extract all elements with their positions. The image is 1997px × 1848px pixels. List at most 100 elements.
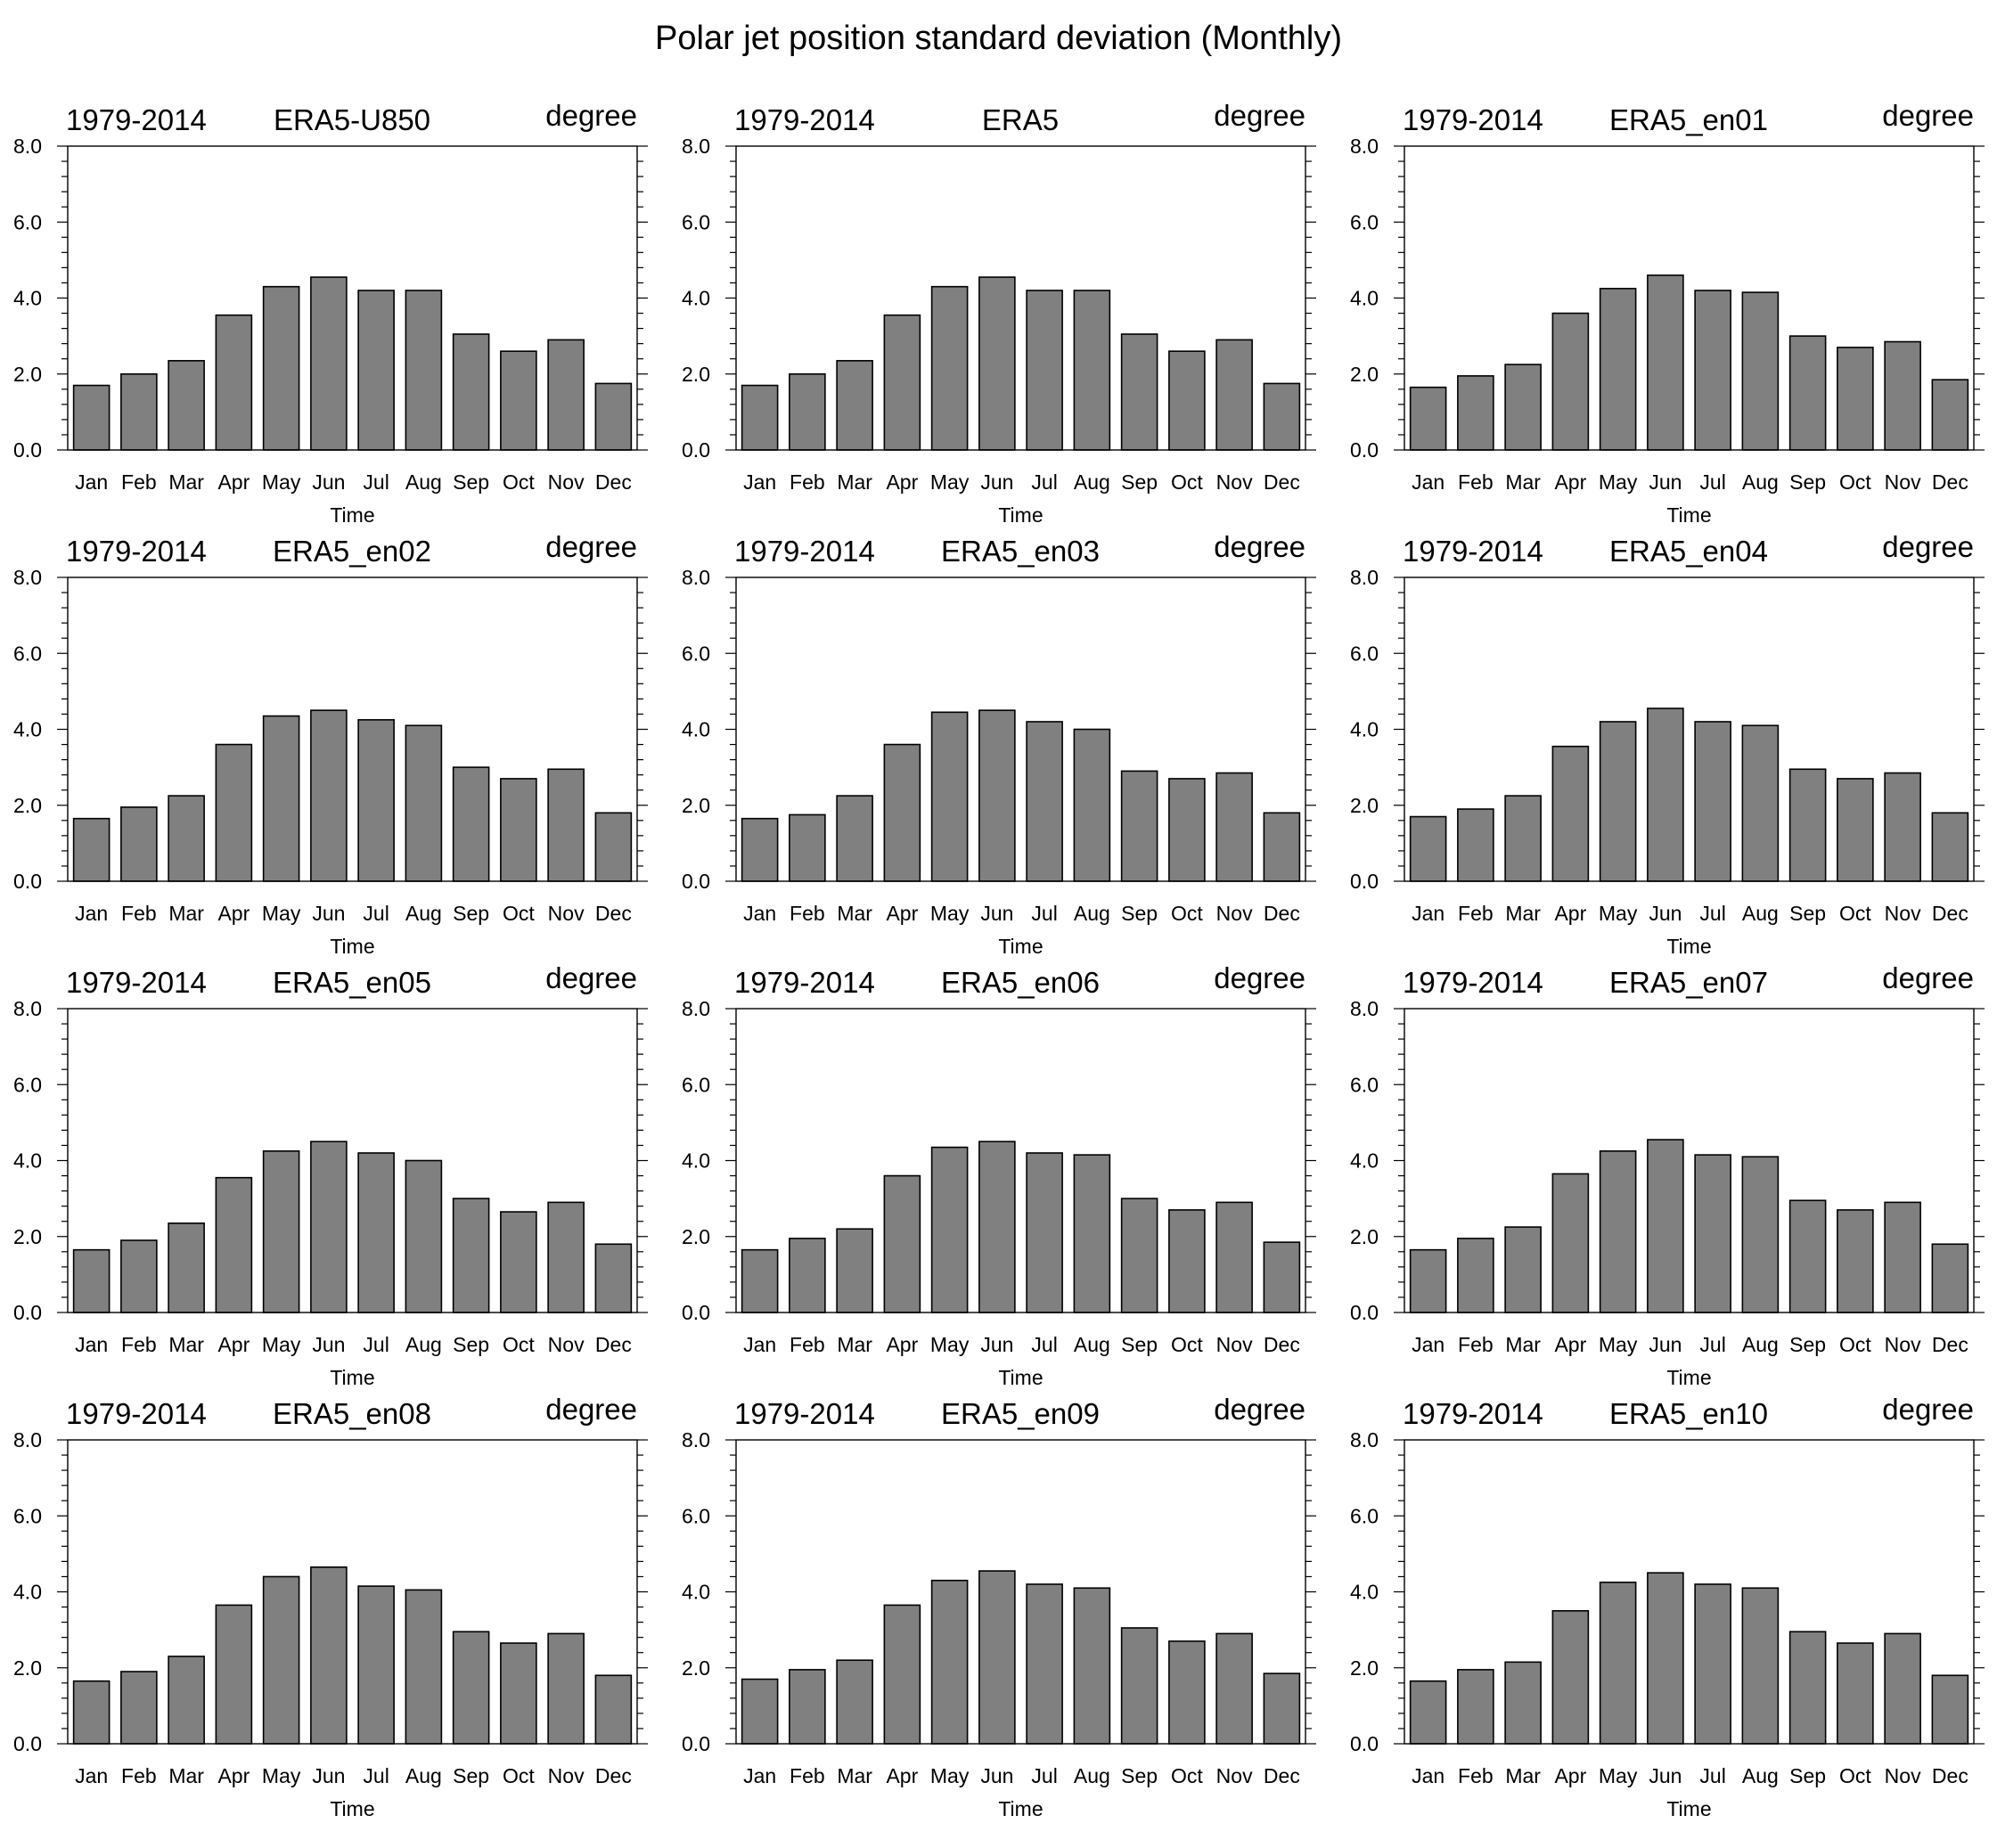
y-tick-label: 4.0: [682, 1149, 710, 1173]
x-tick-label: Nov: [548, 1333, 585, 1356]
bar-sep: [1120, 1198, 1158, 1313]
plot-frame: [735, 145, 1306, 451]
bar-nov: [547, 339, 585, 451]
bar-oct: [1837, 347, 1874, 451]
bar-dec: [594, 1243, 633, 1313]
x-tick-label: Jan: [743, 1764, 776, 1787]
x-tick-label: Jul: [1031, 902, 1057, 925]
bar-aug: [405, 1159, 443, 1313]
x-tick-label: Jun: [312, 1764, 345, 1787]
x-tick-label: Nov: [1885, 470, 1921, 494]
y-tick-label: 6.0: [13, 1504, 42, 1527]
bar-feb: [789, 1238, 826, 1313]
x-tick-label: Sep: [1789, 1764, 1826, 1787]
bar-apr: [883, 1174, 921, 1313]
y-tick-label: 0.0: [13, 438, 42, 462]
bar-oct: [1168, 1209, 1206, 1313]
x-tick-label: Jun: [1649, 902, 1682, 925]
plot-frame: [735, 576, 1306, 882]
bar-chart: 1979-2014 ERA5_en04 degree 0.0 2.0 4.0 6.0 8.0 J…: [1350, 530, 1985, 958]
x-tick-label: Feb: [790, 470, 825, 494]
x-tick-label: Sep: [1121, 470, 1158, 494]
y-tick-label: 2.0: [682, 363, 710, 386]
y-tick-label: 8.0: [13, 135, 42, 158]
y-tick-label: 6.0: [1350, 642, 1379, 665]
x-tick-label: May: [1599, 902, 1638, 925]
y-tick-label: 8.0: [1350, 566, 1379, 589]
y-tick-label: 6.0: [13, 210, 42, 233]
chart-panel: 1979-2014 ERA5_en08 degree 0.0 2.0 4.0 6.0 8.0 J…: [0, 1392, 668, 1823]
y-tick-label: 0.0: [13, 1301, 42, 1324]
bar-chart: 1979-2014 ERA5 degree 0.0 2.0 4.0 6.0 8.0 Jan Feb…: [682, 99, 1316, 527]
bar-jan: [741, 1678, 779, 1745]
plot-frame: [735, 1439, 1306, 1745]
x-tick-label: Aug: [1742, 1333, 1779, 1356]
bar-aug: [405, 290, 443, 451]
x-tick-label: Apr: [217, 1333, 250, 1356]
bar-jan: [741, 1248, 779, 1313]
bar-jun: [1647, 1572, 1684, 1745]
bar-chart: 1979-2014 ERA5_en03 degree 0.0 2.0 4.0 6.0 8.0 J…: [682, 530, 1316, 958]
bar-dec: [1263, 812, 1301, 882]
period-label: 1979-2014: [1403, 103, 1543, 136]
chart-panel: 1979-2014 ERA5_en02 degree 0.0 2.0 4.0 6.0 8.0 J…: [0, 529, 668, 961]
bar-dec: [1931, 1674, 1969, 1745]
bar-jul: [1026, 1152, 1063, 1313]
x-tick-label: Aug: [405, 902, 442, 925]
bar-apr: [215, 1176, 253, 1313]
x-tick-label: Nov: [548, 902, 585, 925]
bar-feb: [120, 806, 158, 882]
y-tick-label: 0.0: [1350, 1732, 1379, 1755]
x-tick-label: Sep: [453, 1333, 489, 1356]
x-tick-label: Nov: [548, 470, 585, 494]
y-tick-label: 6.0: [682, 1073, 710, 1096]
x-tick-label: Aug: [1742, 470, 1779, 494]
x-tick-label: Sep: [1121, 1764, 1158, 1787]
bar-aug: [1741, 1587, 1780, 1745]
x-tick-label: Mar: [837, 1333, 872, 1356]
panel-title: ERA5_en01: [1609, 103, 1768, 136]
bar-nov: [1215, 1201, 1253, 1313]
y-tick-label: 8.0: [1350, 997, 1379, 1020]
bar-sep: [452, 1198, 490, 1313]
x-tick-label: Jan: [1412, 1333, 1445, 1356]
unit-label: degree: [1882, 961, 1974, 994]
period-label: 1979-2014: [66, 1397, 207, 1430]
x-tick-label: Jul: [1031, 470, 1057, 494]
panel-title: ERA5_en02: [273, 535, 431, 568]
bar-aug: [1741, 724, 1780, 882]
x-tick-label: Apr: [1554, 1333, 1586, 1356]
y-tick-label: 6.0: [1350, 1073, 1379, 1096]
unit-label: degree: [1882, 530, 1974, 563]
bar-jun: [978, 709, 1016, 882]
x-tick-label: Dec: [595, 1764, 632, 1787]
panel-title: ERA5_en05: [273, 966, 431, 999]
bar-jun: [310, 709, 348, 882]
x-axis-title: Time: [330, 1366, 374, 1389]
x-tick-label: Aug: [1742, 902, 1779, 925]
x-tick-label: Apr: [217, 1764, 250, 1787]
unit-label: degree: [1882, 1393, 1974, 1426]
bar-nov: [1884, 1201, 1921, 1313]
bar-jun: [1647, 274, 1684, 451]
x-tick-label: Apr: [217, 470, 250, 494]
x-axis-title: Time: [330, 503, 374, 527]
chart-panel: 1979-2014 ERA5_en10 degree 0.0 2.0 4.0 6.0 8.0 J…: [1337, 1392, 1997, 1823]
x-tick-label: Jul: [363, 1764, 389, 1787]
x-tick-label: Oct: [1839, 470, 1871, 494]
x-tick-label: Jan: [75, 470, 108, 494]
bar-apr: [1551, 1173, 1590, 1313]
plot-frame: [1404, 1439, 1975, 1745]
x-tick-label: Jan: [1412, 1764, 1445, 1787]
chart-panel: 1979-2014 ERA5 degree 0.0 2.0 4.0 6.0 8.0 Jan Feb…: [668, 98, 1337, 529]
x-axis-title: Time: [998, 1366, 1043, 1389]
bar-aug: [1741, 1156, 1780, 1313]
bar-oct: [1837, 1209, 1874, 1313]
x-tick-label: May: [1599, 1764, 1638, 1787]
y-tick-label: 6.0: [13, 642, 42, 665]
y-tick-label: 2.0: [682, 1656, 710, 1680]
bar-oct: [500, 350, 537, 451]
bar-chart: 1979-2014 ERA5-U850 degree 0.0 2.0 4.0 6.0 8.0 J…: [13, 99, 648, 527]
bar-jan: [1409, 815, 1447, 882]
